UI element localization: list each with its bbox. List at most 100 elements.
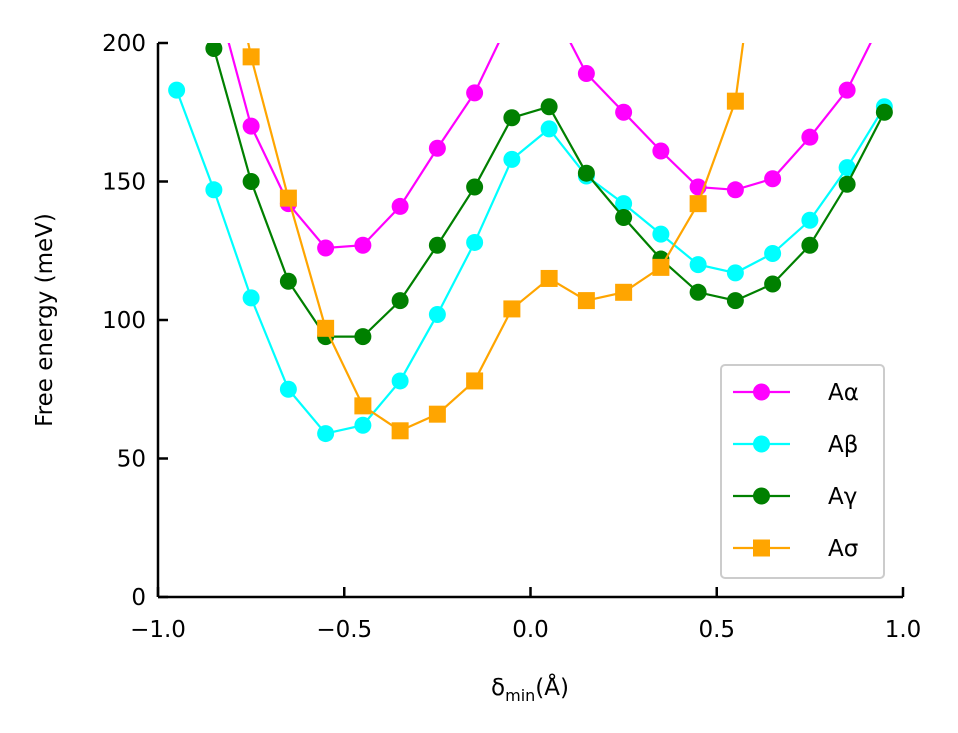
series-1 — [227, 0, 893, 257]
data-point — [466, 372, 484, 390]
y-tick-label: 0 — [131, 585, 146, 611]
data-point — [242, 173, 260, 190]
x-tick-label: 1.0 — [885, 617, 922, 643]
data-point — [317, 319, 335, 337]
data-point — [764, 275, 782, 293]
x-tick-label: 0.5 — [698, 617, 735, 643]
data-point — [689, 283, 707, 301]
data-point — [577, 164, 595, 182]
data-point — [391, 292, 409, 310]
data-point — [391, 422, 409, 440]
x-tick-label: −0.5 — [316, 617, 372, 643]
data-point — [205, 181, 223, 199]
x-axis-label-subscript: min — [505, 686, 535, 705]
data-point — [317, 239, 335, 257]
data-point — [428, 405, 446, 423]
data-point — [540, 98, 558, 116]
data-point — [317, 425, 335, 443]
data-point — [615, 195, 633, 213]
y-tick-label: 50 — [117, 447, 146, 473]
data-point — [652, 142, 670, 160]
x-axis-label-symbol: δ — [491, 675, 505, 701]
data-point — [876, 7, 893, 24]
data-point — [875, 103, 893, 121]
data-point — [689, 195, 707, 213]
data-point — [726, 264, 744, 282]
data-point — [503, 300, 521, 318]
legend-marker — [753, 435, 770, 453]
series-line — [227, 43, 872, 250]
data-point — [242, 48, 260, 66]
legend-entry: Aσ — [733, 536, 858, 562]
data-point — [354, 328, 372, 346]
legend-marker — [753, 539, 770, 557]
data-point — [466, 233, 484, 251]
data-point — [652, 258, 670, 276]
data-point — [726, 292, 744, 310]
series-3 — [205, 43, 893, 346]
data-point — [503, 109, 521, 127]
x-tick-label: −1.0 — [130, 617, 186, 643]
data-point — [466, 178, 484, 196]
y-tick-label: 100 — [102, 308, 146, 334]
data-point — [652, 225, 670, 243]
data-point — [354, 236, 372, 254]
data-point — [428, 139, 446, 157]
data-point — [838, 81, 856, 99]
data-point — [354, 397, 372, 415]
y-tick-label: 200 — [102, 31, 146, 57]
data-point — [540, 120, 558, 138]
y-tick-label: 150 — [102, 170, 146, 196]
legend-label: Aβ — [828, 432, 858, 458]
data-point — [615, 209, 633, 227]
series-2 — [168, 81, 893, 443]
series-line — [212, 48, 886, 338]
data-point — [354, 416, 372, 434]
legend-marker — [753, 383, 770, 401]
data-point — [615, 103, 633, 121]
legend-entry: Aβ — [733, 432, 858, 458]
data-point — [391, 372, 409, 390]
data-point — [838, 175, 856, 193]
x-axis-label-unit: (Å) — [535, 673, 569, 701]
data-point — [726, 181, 744, 199]
legend-marker — [753, 487, 770, 505]
data-point — [279, 272, 297, 290]
data-point — [428, 236, 446, 254]
data-point — [541, 0, 558, 10]
series-line — [247, 43, 745, 433]
data-point — [615, 283, 633, 301]
data-point — [726, 92, 744, 110]
series-4 — [242, 43, 745, 440]
data-point — [466, 84, 484, 102]
y-axis-label: Free energy (meV) — [32, 213, 58, 427]
data-point — [577, 292, 595, 310]
data-point — [801, 211, 819, 229]
data-point — [764, 245, 782, 263]
data-point — [540, 269, 558, 287]
legend-frame — [720, 364, 885, 579]
data-point — [577, 64, 595, 82]
data-point — [503, 7, 520, 24]
ticks: −1.0 −0.5 0.0 0.5 1.0 0 50 100 150 200 — [102, 31, 921, 643]
legend-entry: Aγ — [733, 484, 857, 510]
data-point — [279, 189, 297, 207]
x-axis-label: δmin(Å) — [491, 673, 569, 705]
data-point — [801, 236, 819, 254]
data-point — [279, 380, 297, 398]
data-point — [764, 170, 782, 188]
data-point — [242, 117, 260, 135]
data-point — [838, 159, 856, 177]
data-point — [242, 289, 260, 307]
legend-label: Aσ — [828, 536, 858, 562]
legend-entry: Aα — [733, 380, 859, 406]
legend-label: Aα — [828, 380, 859, 406]
data-point — [689, 256, 707, 274]
legend: Aα Aβ Aγ Aσ — [720, 364, 885, 579]
legend-label: Aγ — [828, 484, 857, 510]
data-point — [391, 197, 409, 215]
series-layer — [168, 0, 893, 443]
data-point — [168, 81, 186, 99]
x-tick-label: 0.0 — [512, 617, 549, 643]
data-point — [205, 43, 223, 58]
